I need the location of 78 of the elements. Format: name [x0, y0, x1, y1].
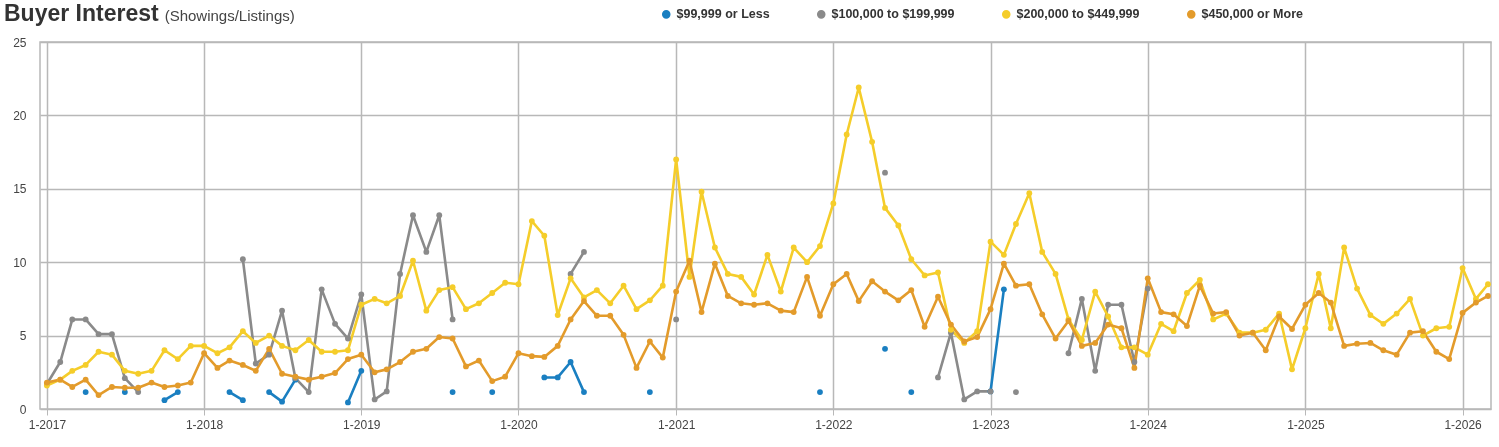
legend-label: $100,000 to $199,999 — [831, 7, 955, 22]
point — [449, 316, 456, 323]
point — [1092, 367, 1099, 374]
point — [345, 335, 351, 342]
point — [174, 389, 181, 396]
point — [358, 291, 365, 298]
point — [449, 389, 456, 396]
x-tick-label: 1-2018 — [185, 417, 224, 432]
x-tick-label: 1-2021 — [657, 417, 696, 432]
legend-label: $99,999 or Less — [676, 7, 770, 22]
point — [109, 331, 115, 338]
y-tick-label: 0 — [19, 402, 27, 417]
point — [226, 389, 233, 396]
point — [318, 286, 325, 293]
point — [410, 212, 416, 219]
x-tick-label: 1-2025 — [1287, 417, 1325, 432]
legend-label: $450,000 or More — [1201, 7, 1303, 22]
point — [279, 307, 285, 314]
point — [371, 396, 378, 403]
point — [673, 316, 680, 323]
y-tick-label: 20 — [13, 108, 27, 123]
chart-title: Buyer Interest — [4, 0, 159, 26]
point — [69, 316, 76, 323]
point — [1144, 285, 1151, 292]
x-tick-label: 1-2024 — [1129, 417, 1168, 432]
point — [345, 399, 351, 406]
point — [279, 398, 285, 405]
point — [646, 389, 653, 396]
point — [82, 389, 89, 396]
point — [305, 389, 312, 396]
y-tick-label: 5 — [19, 329, 27, 344]
point — [266, 389, 273, 396]
point — [358, 367, 365, 374]
point — [908, 389, 915, 396]
point — [581, 389, 587, 396]
legend-label: $200,000 to $449,999 — [1016, 7, 1140, 22]
point — [436, 212, 443, 219]
x-tick-label: 1-2017 — [28, 417, 67, 432]
point — [1000, 286, 1007, 293]
point — [82, 316, 89, 323]
point — [581, 249, 587, 255]
x-tick-label: 1-2020 — [500, 417, 538, 432]
point — [882, 169, 888, 176]
point — [1078, 295, 1085, 302]
point — [882, 345, 888, 352]
point — [121, 375, 128, 382]
point — [1013, 389, 1019, 396]
point — [961, 396, 968, 403]
point — [541, 374, 548, 381]
point — [817, 389, 823, 396]
point — [567, 359, 574, 365]
point — [423, 249, 430, 255]
point — [57, 359, 64, 365]
x-tick-label: 1-2023 — [972, 417, 1011, 432]
point — [935, 374, 941, 381]
y-tick-label: 25 — [13, 35, 27, 50]
point — [1118, 301, 1125, 308]
point — [1131, 359, 1138, 365]
point — [974, 388, 981, 395]
point — [239, 397, 246, 404]
point — [1105, 301, 1112, 308]
point — [489, 389, 496, 396]
point — [161, 397, 168, 404]
x-tick-label: 1-2026 — [1444, 417, 1483, 432]
chart-subtitle: (Showings/Listings) — [164, 7, 295, 24]
point — [383, 388, 390, 395]
point — [1065, 350, 1072, 357]
point — [95, 331, 102, 338]
x-tick-label: 1-2022 — [815, 417, 853, 432]
y-tick-label: 10 — [13, 255, 27, 270]
point — [554, 374, 561, 381]
point — [332, 320, 338, 327]
x-tick-label: 1-2019 — [343, 417, 381, 432]
point — [252, 360, 259, 367]
y-tick-label: 15 — [13, 182, 27, 197]
point — [266, 351, 273, 358]
point — [397, 271, 403, 277]
point — [239, 256, 246, 263]
